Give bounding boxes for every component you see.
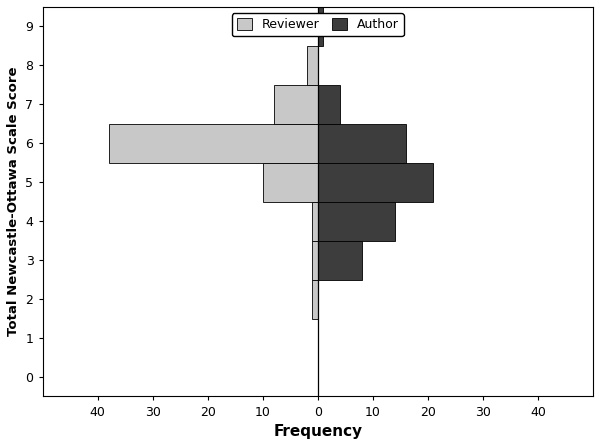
Y-axis label: Total Newcastle-Ottawa Scale Score: Total Newcastle-Ottawa Scale Score [7,67,20,336]
Bar [318,124,406,163]
Bar [318,85,340,124]
Legend: Reviewer, Author: Reviewer, Author [232,13,404,36]
Bar [318,241,362,280]
Bar [312,202,318,241]
Bar [318,202,395,241]
Bar [109,124,318,163]
Bar [312,280,318,318]
Bar [263,163,318,202]
X-axis label: Frequency: Frequency [273,424,362,439]
Bar [312,241,318,280]
Bar [318,7,323,46]
Bar [274,85,318,124]
Bar [318,163,433,202]
Bar [307,46,318,85]
